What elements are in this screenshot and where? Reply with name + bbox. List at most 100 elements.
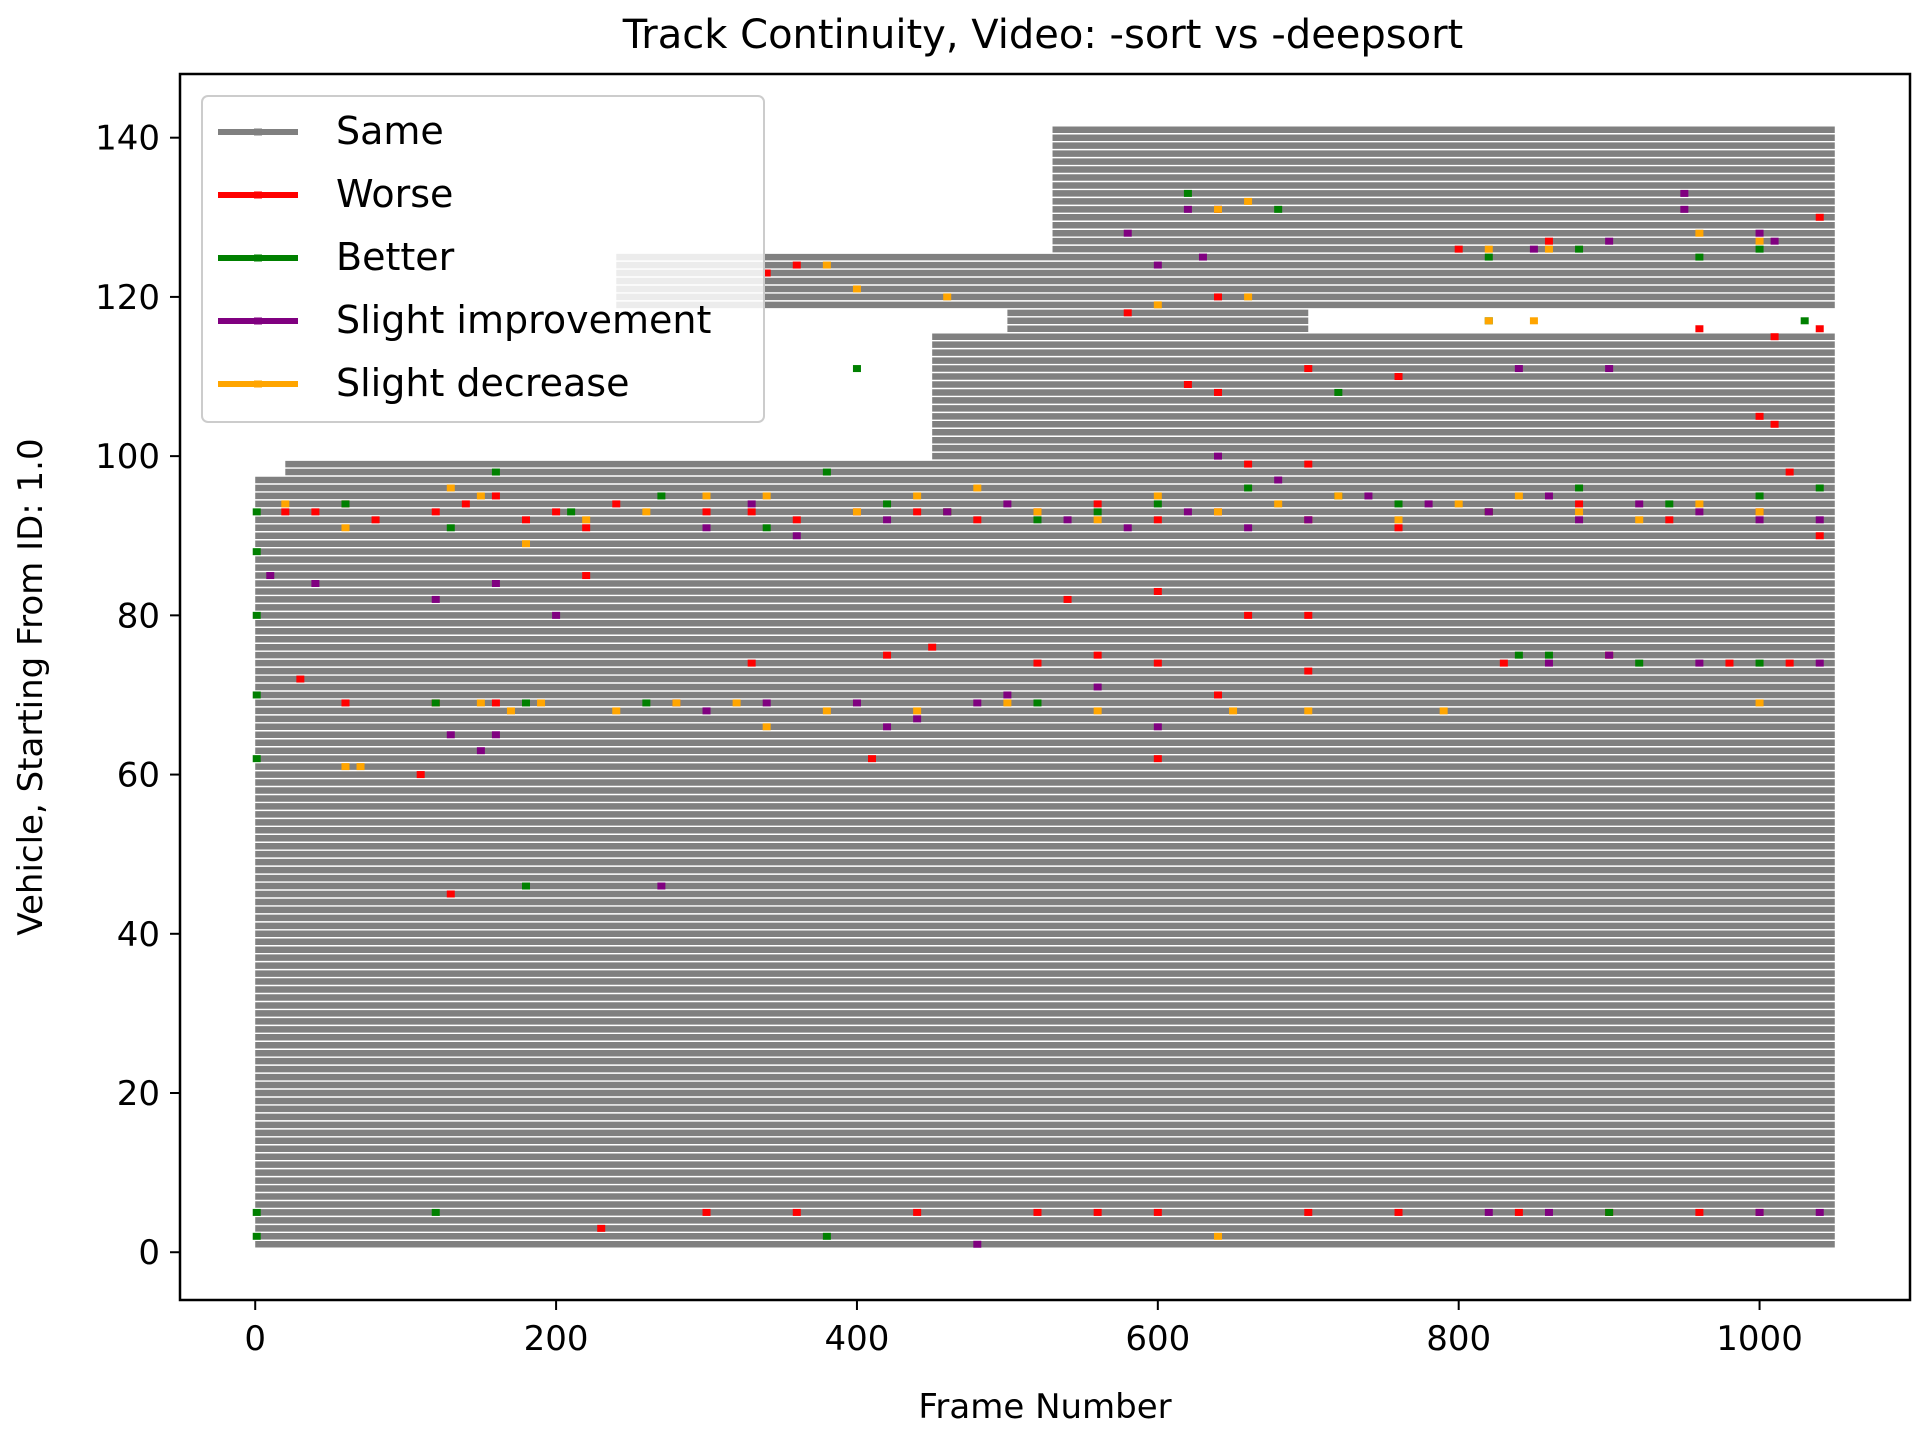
data-point (446, 890, 455, 898)
data-point (1695, 325, 1704, 333)
data-point (582, 516, 591, 524)
x-axis: 0 200 400 600 800 1000 (244, 1300, 1803, 1359)
data-point (913, 715, 922, 723)
data-point (1484, 253, 1493, 261)
data-point (1695, 229, 1704, 237)
data-point (1153, 500, 1162, 508)
data-point (252, 1208, 261, 1216)
data-point (1304, 365, 1313, 373)
data-point (1153, 723, 1162, 731)
data-point (1755, 659, 1764, 667)
data-point (1093, 1208, 1102, 1216)
data-point (1514, 492, 1523, 500)
data-point (1334, 492, 1343, 500)
data-point (792, 532, 801, 540)
axes-frame (178, 72, 1912, 1302)
data-point (1635, 500, 1644, 508)
data-point (431, 595, 440, 603)
data-point (672, 699, 681, 707)
data-point (913, 508, 922, 516)
data-point (431, 699, 440, 707)
data-point (1424, 500, 1433, 508)
data-point (1605, 1208, 1614, 1216)
y-axis: 0 20 40 60 80 100 120 140 (95, 119, 180, 1273)
y-tick-label: 40 (117, 915, 160, 955)
data-point (1665, 516, 1674, 524)
data-point (1033, 508, 1042, 516)
data-point (266, 572, 275, 580)
data-point (1244, 524, 1253, 532)
data-point (1514, 651, 1523, 659)
data-point (852, 508, 861, 516)
data-point (1755, 1208, 1764, 1216)
data-point (537, 699, 546, 707)
data-point (281, 508, 290, 516)
data-point (446, 524, 455, 532)
data-point (1605, 651, 1614, 659)
data-point (1003, 500, 1012, 508)
data-point (943, 293, 952, 301)
chart-title: Track Continuity, Video: -sort vs -deeps… (622, 12, 1464, 58)
y-tick-label: 0 (138, 1233, 160, 1273)
data-point (1484, 317, 1493, 325)
data-point (1304, 707, 1313, 715)
data-point (913, 707, 922, 715)
data-point (1785, 468, 1794, 476)
data-point (1153, 755, 1162, 763)
data-point (762, 269, 771, 277)
legend-marker (254, 317, 262, 325)
data-point (1183, 189, 1192, 197)
data-point (943, 508, 952, 516)
data-point (1815, 484, 1824, 492)
data-point (822, 261, 831, 269)
data-point (491, 468, 500, 476)
data-point (1665, 500, 1674, 508)
data-point (973, 1240, 982, 1248)
data-point (1575, 245, 1584, 253)
x-tick-label: 0 (244, 1319, 266, 1359)
data-point (341, 500, 350, 508)
data-point (883, 500, 892, 508)
data-point (371, 516, 380, 524)
data-point (1484, 508, 1493, 516)
data-point (461, 500, 470, 508)
data-point (491, 731, 500, 739)
series-same (255, 126, 1835, 1248)
data-point (1274, 500, 1283, 508)
data-point (612, 707, 621, 715)
data-point (1229, 707, 1238, 715)
data-point (1770, 420, 1779, 428)
data-point (476, 699, 485, 707)
legend-label: Better (336, 235, 455, 279)
data-point (1575, 516, 1584, 524)
data-point (597, 1224, 606, 1232)
data-point (1770, 237, 1779, 245)
data-point (1635, 659, 1644, 667)
series-slight-decrease (281, 197, 1764, 1240)
data-point (1304, 460, 1313, 468)
data-point (1755, 245, 1764, 253)
data-point (446, 484, 455, 492)
data-point (582, 572, 591, 580)
data-point (1605, 237, 1614, 245)
y-tick-label: 20 (117, 1074, 160, 1114)
data-point (1605, 365, 1614, 373)
data-point (852, 365, 861, 373)
data-point (1063, 516, 1072, 524)
data-point (1725, 659, 1734, 667)
data-point (1093, 651, 1102, 659)
data-point (446, 731, 455, 739)
data-point (1394, 500, 1403, 508)
data-point (1394, 1208, 1403, 1216)
data-point (522, 516, 530, 524)
data-point (1274, 476, 1283, 484)
data-point (657, 882, 666, 890)
data-point (762, 492, 771, 500)
data-point (582, 524, 591, 532)
data-point (1153, 659, 1162, 667)
data-point (1755, 516, 1764, 524)
data-point (296, 675, 305, 683)
plot-area (252, 126, 1835, 1248)
legend-label: Slight improvement (336, 298, 711, 342)
